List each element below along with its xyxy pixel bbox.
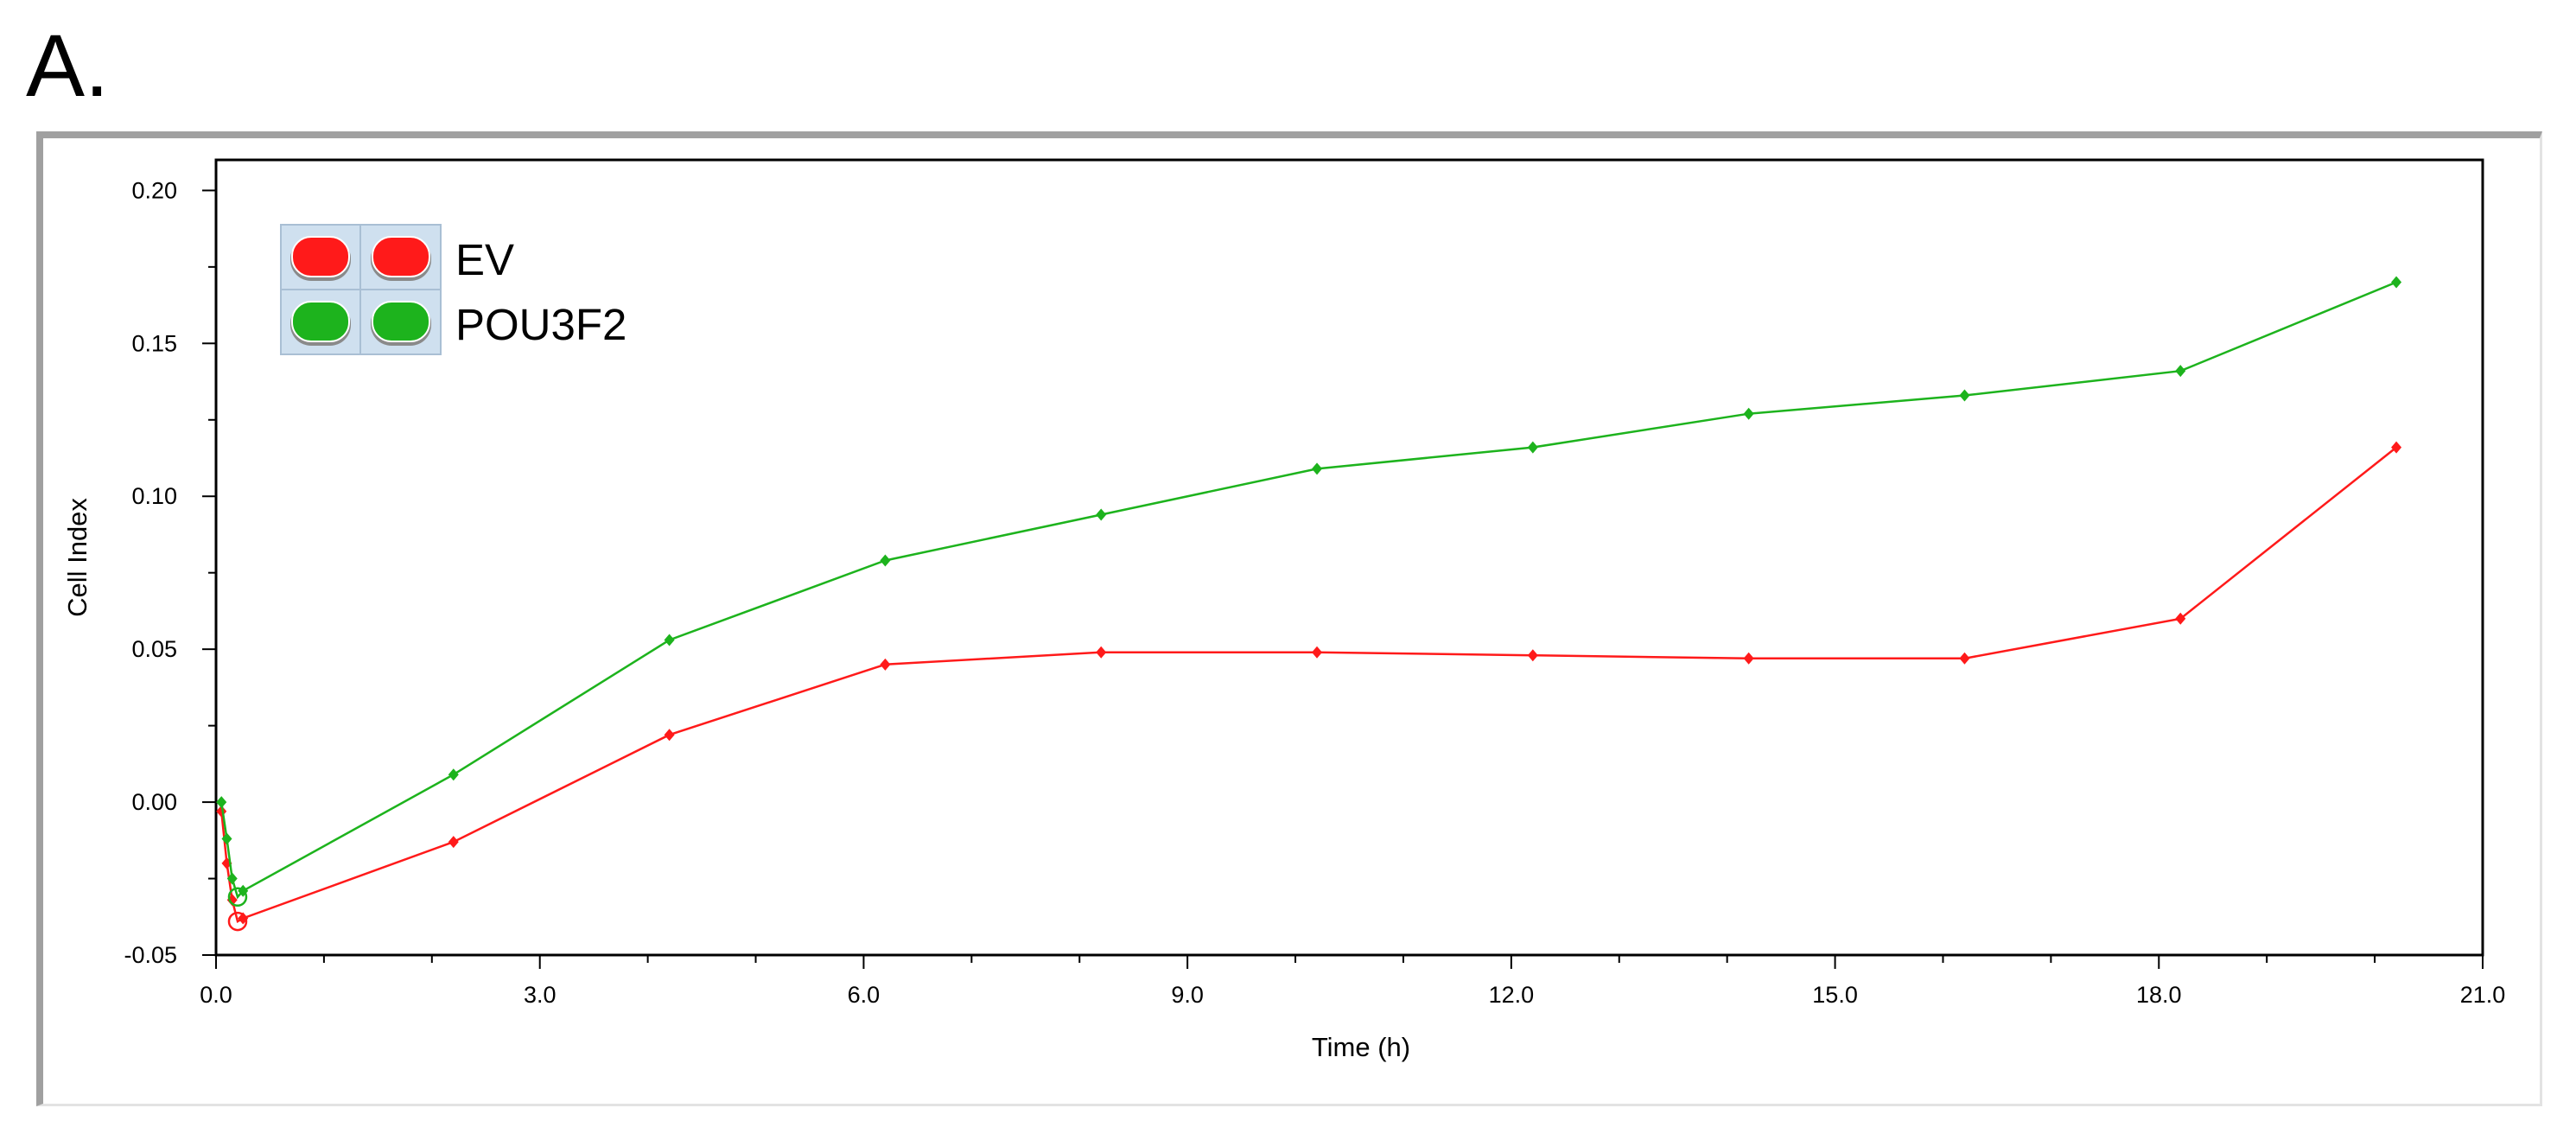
series-line-ev xyxy=(219,446,2397,924)
data-point xyxy=(448,768,459,781)
data-point-open xyxy=(227,911,248,932)
data-point xyxy=(216,796,227,809)
data-point xyxy=(1096,508,1107,521)
data-point xyxy=(1743,407,1754,420)
x-tick-label: 15.0 xyxy=(1812,982,1858,1008)
panel-label: A. xyxy=(26,16,110,115)
data-point xyxy=(226,872,238,885)
y-tick-label: 0.00 xyxy=(131,789,177,815)
data-point xyxy=(221,832,232,845)
data-point xyxy=(664,634,675,646)
x-tick-label: 3.0 xyxy=(524,982,557,1008)
legend-swatch xyxy=(372,236,430,277)
x-tick-label: 18.0 xyxy=(2136,982,2182,1008)
series-layer xyxy=(216,276,2402,932)
y-tick-label: 0.10 xyxy=(131,483,177,509)
data-point xyxy=(238,912,249,925)
x-tick-label: 12.0 xyxy=(1489,982,1535,1008)
data-point xyxy=(238,884,249,897)
plot-area xyxy=(214,158,2484,957)
data-point xyxy=(880,554,891,567)
x-tick-label: 9.0 xyxy=(1171,982,1204,1008)
data-point-open xyxy=(227,887,248,908)
data-point xyxy=(1312,646,1323,659)
data-point xyxy=(2175,365,2186,378)
data-point xyxy=(2391,441,2402,454)
x-tick-label: 6.0 xyxy=(848,982,881,1008)
x-axis-ticks: 0.0 3.0 6.0 9.0 12.0 15.0 18.0 21.0 xyxy=(200,955,2505,1008)
data-point xyxy=(1959,389,1970,402)
y-tick-label: 0.15 xyxy=(131,330,177,356)
series-line-pou3f2 xyxy=(219,281,2397,900)
legend-swatch xyxy=(291,236,350,277)
y-axis-title: Cell Index xyxy=(62,498,92,617)
chart-frame xyxy=(36,131,2542,1106)
data-point xyxy=(1527,441,1538,454)
data-point xyxy=(1527,649,1538,662)
data-point xyxy=(664,729,675,742)
x-tick-label: 21.0 xyxy=(2460,982,2506,1008)
legend-label-ev: EV xyxy=(455,235,514,284)
data-point xyxy=(1959,652,1970,665)
data-point xyxy=(1312,462,1323,475)
y-tick-label: -0.05 xyxy=(124,942,177,968)
legend-swatch xyxy=(291,301,350,342)
legend-swatch xyxy=(372,301,430,342)
x-axis-title: Time (h) xyxy=(1312,1032,1410,1062)
data-point xyxy=(448,836,459,849)
data-point xyxy=(2175,612,2186,625)
x-tick-label: 0.0 xyxy=(200,982,232,1008)
data-point xyxy=(2391,276,2402,289)
data-point xyxy=(1743,652,1754,665)
data-point xyxy=(1096,646,1107,659)
y-tick-label: 0.20 xyxy=(131,177,177,203)
y-axis-ticks: -0.05 0.00 0.05 0.10 0.15 0.20 xyxy=(124,177,216,968)
data-point xyxy=(880,658,891,671)
legend: EV POU3F2 xyxy=(280,224,627,355)
y-tick-label: 0.05 xyxy=(131,636,177,662)
legend-label-pou3f2: POU3F2 xyxy=(455,300,627,349)
